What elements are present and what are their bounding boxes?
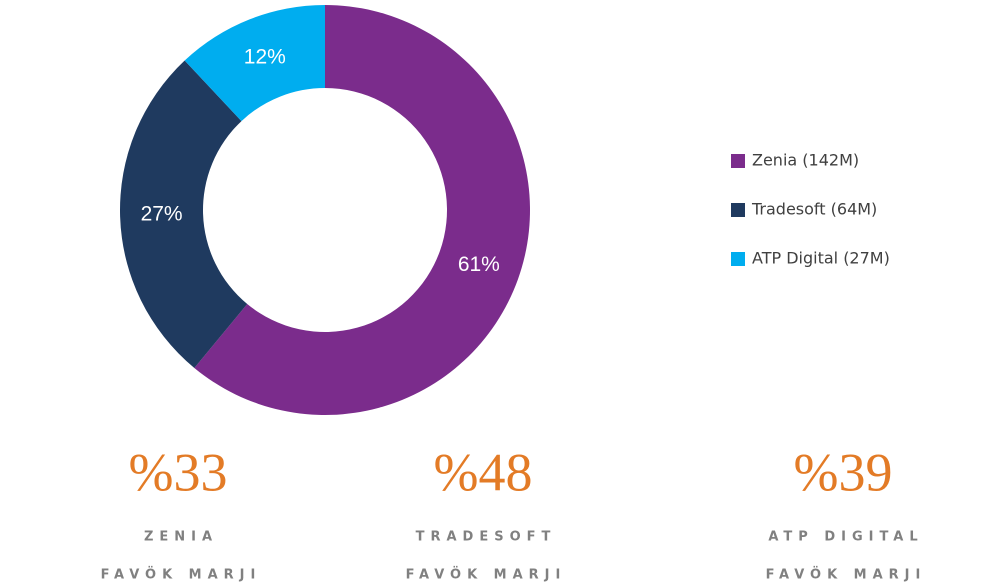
legend-swatch bbox=[731, 252, 745, 266]
stat-label: FAVÖK MARJI bbox=[101, 567, 262, 583]
stat-name: TRADESOFT bbox=[416, 530, 557, 545]
donut-segment bbox=[184, 5, 325, 122]
donut-segment bbox=[120, 60, 248, 368]
stat-label: FAVÖK MARJI bbox=[766, 567, 927, 583]
donut-segment bbox=[194, 5, 531, 415]
legend-label: Zenia (142M) bbox=[752, 151, 859, 170]
legend-swatch bbox=[731, 203, 745, 217]
stat-value: %33 bbox=[129, 442, 228, 502]
stat-value: %39 bbox=[794, 442, 893, 502]
value-label: 27% bbox=[141, 203, 183, 226]
stat-name: ATP DIGITAL bbox=[768, 530, 923, 545]
legend-label: ATP Digital (27M) bbox=[752, 249, 890, 268]
value-label: 12% bbox=[244, 46, 286, 69]
stat-label: FAVÖK MARJI bbox=[406, 567, 567, 583]
stat-value: %48 bbox=[434, 442, 533, 502]
value-label: 61% bbox=[458, 253, 500, 276]
legend-swatch bbox=[731, 154, 745, 168]
stat-name: ZENIA bbox=[144, 530, 218, 545]
legend-label: Tradesoft (64M) bbox=[751, 200, 877, 219]
